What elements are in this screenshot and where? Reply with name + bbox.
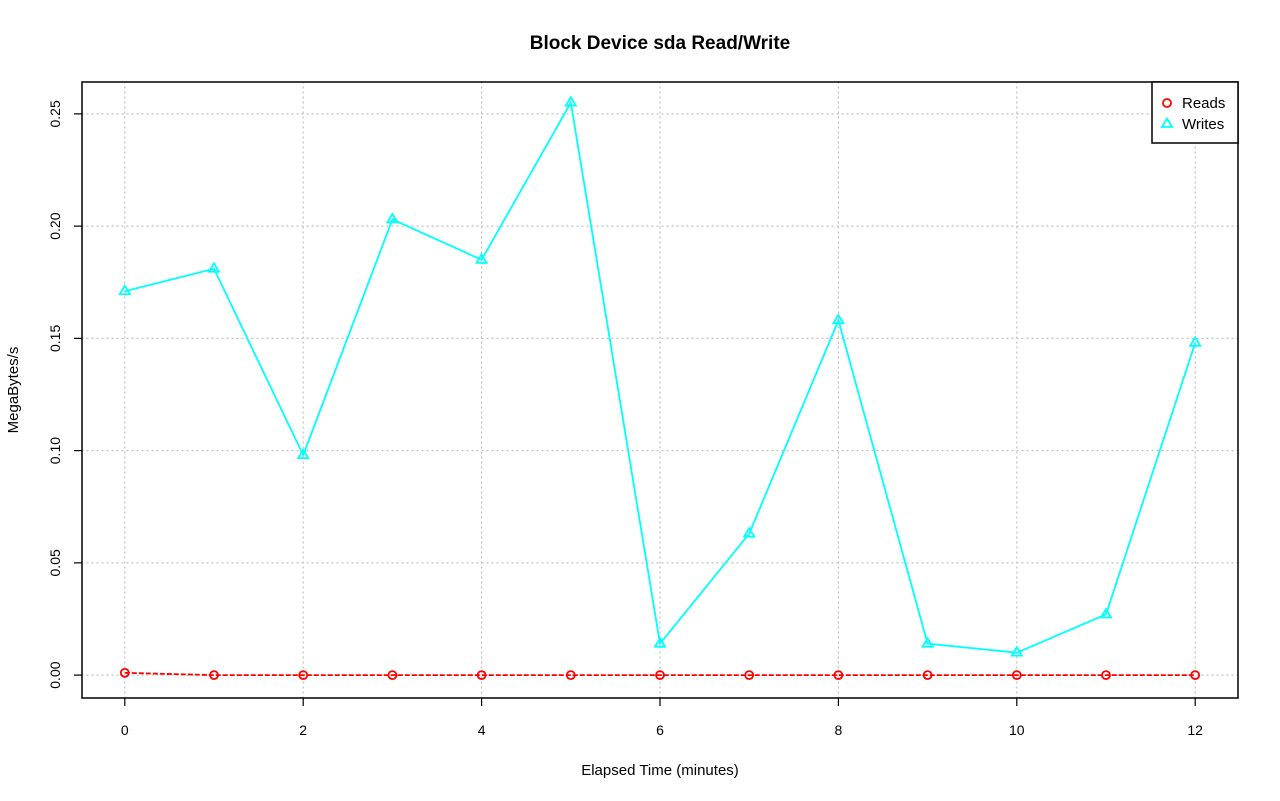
- x-tick-label: 6: [656, 722, 664, 738]
- y-axis: 0.00 0.05 0.10 0.15 0.20 0.25: [47, 100, 82, 689]
- data-point-writes: [831, 313, 845, 325]
- data-point-reads: [1011, 670, 1022, 681]
- data-point-writes: [118, 283, 132, 296]
- data-point-reads: [1101, 670, 1111, 681]
- data-point-writes: [921, 636, 935, 648]
- x-tick-label: 12: [1187, 722, 1203, 738]
- x-tick-label: 8: [834, 722, 842, 738]
- y-tick-label: 0.00: [47, 661, 63, 688]
- data-point-reads: [387, 670, 398, 681]
- grid-lines: [81, 81, 1239, 699]
- y-tick-label: 0.10: [47, 437, 63, 464]
- data-point-reads: [833, 670, 844, 681]
- x-tick-label: 2: [299, 722, 307, 738]
- data-point-writes: [207, 261, 221, 273]
- data-point-writes: [385, 212, 399, 224]
- series-reads: [119, 667, 1201, 681]
- data-point-reads: [922, 670, 933, 681]
- plot-frame: [81, 81, 1239, 699]
- y-tick-label: 0.05: [47, 549, 63, 576]
- data-point-reads: [744, 670, 755, 681]
- series-writes: [118, 95, 1202, 657]
- data-point-writes: [1099, 607, 1113, 619]
- data-point-reads: [476, 670, 487, 681]
- data-point-reads: [298, 670, 309, 681]
- data-point-writes: [564, 95, 578, 107]
- data-point-writes: [1188, 335, 1202, 347]
- x-tick-label: 4: [478, 722, 486, 738]
- x-tick-label: 0: [121, 722, 129, 738]
- series-line-writes: [124, 99, 1197, 654]
- x-axis: 0 2 4 6 8 10 12: [121, 698, 1203, 738]
- series-layer: [118, 95, 1202, 681]
- data-point-writes: [475, 252, 489, 264]
- y-tick-label: 0.20: [47, 212, 63, 239]
- series-line-reads: [124, 671, 1196, 676]
- data-point-writes: [653, 636, 667, 648]
- legend-marker-reads: [1162, 98, 1172, 108]
- x-axis-label: Elapsed Time (minutes): [581, 762, 739, 779]
- data-point-reads: [655, 670, 665, 681]
- x-tick-label: 10: [1009, 722, 1025, 738]
- data-point-writes: [742, 526, 756, 538]
- legend-box: [1151, 81, 1239, 144]
- y-tick-label: 0.15: [47, 325, 63, 352]
- legend-label-reads: Reads: [1182, 95, 1225, 112]
- legend: Reads Writes: [1151, 81, 1239, 144]
- data-point-reads: [209, 670, 219, 681]
- data-point-writes: [1010, 645, 1024, 657]
- y-tick-label: 0.25: [47, 100, 63, 127]
- legend-marker-writes: [1160, 116, 1174, 128]
- data-point-reads: [1190, 670, 1201, 681]
- data-point-reads: [565, 670, 576, 681]
- data-point-reads: [119, 667, 130, 678]
- legend-label-writes: Writes: [1182, 116, 1224, 133]
- data-point-writes: [296, 447, 310, 460]
- y-axis-label: MegaBytes/s: [5, 347, 22, 434]
- chart-title: Block Device sda Read/Write: [530, 33, 790, 54]
